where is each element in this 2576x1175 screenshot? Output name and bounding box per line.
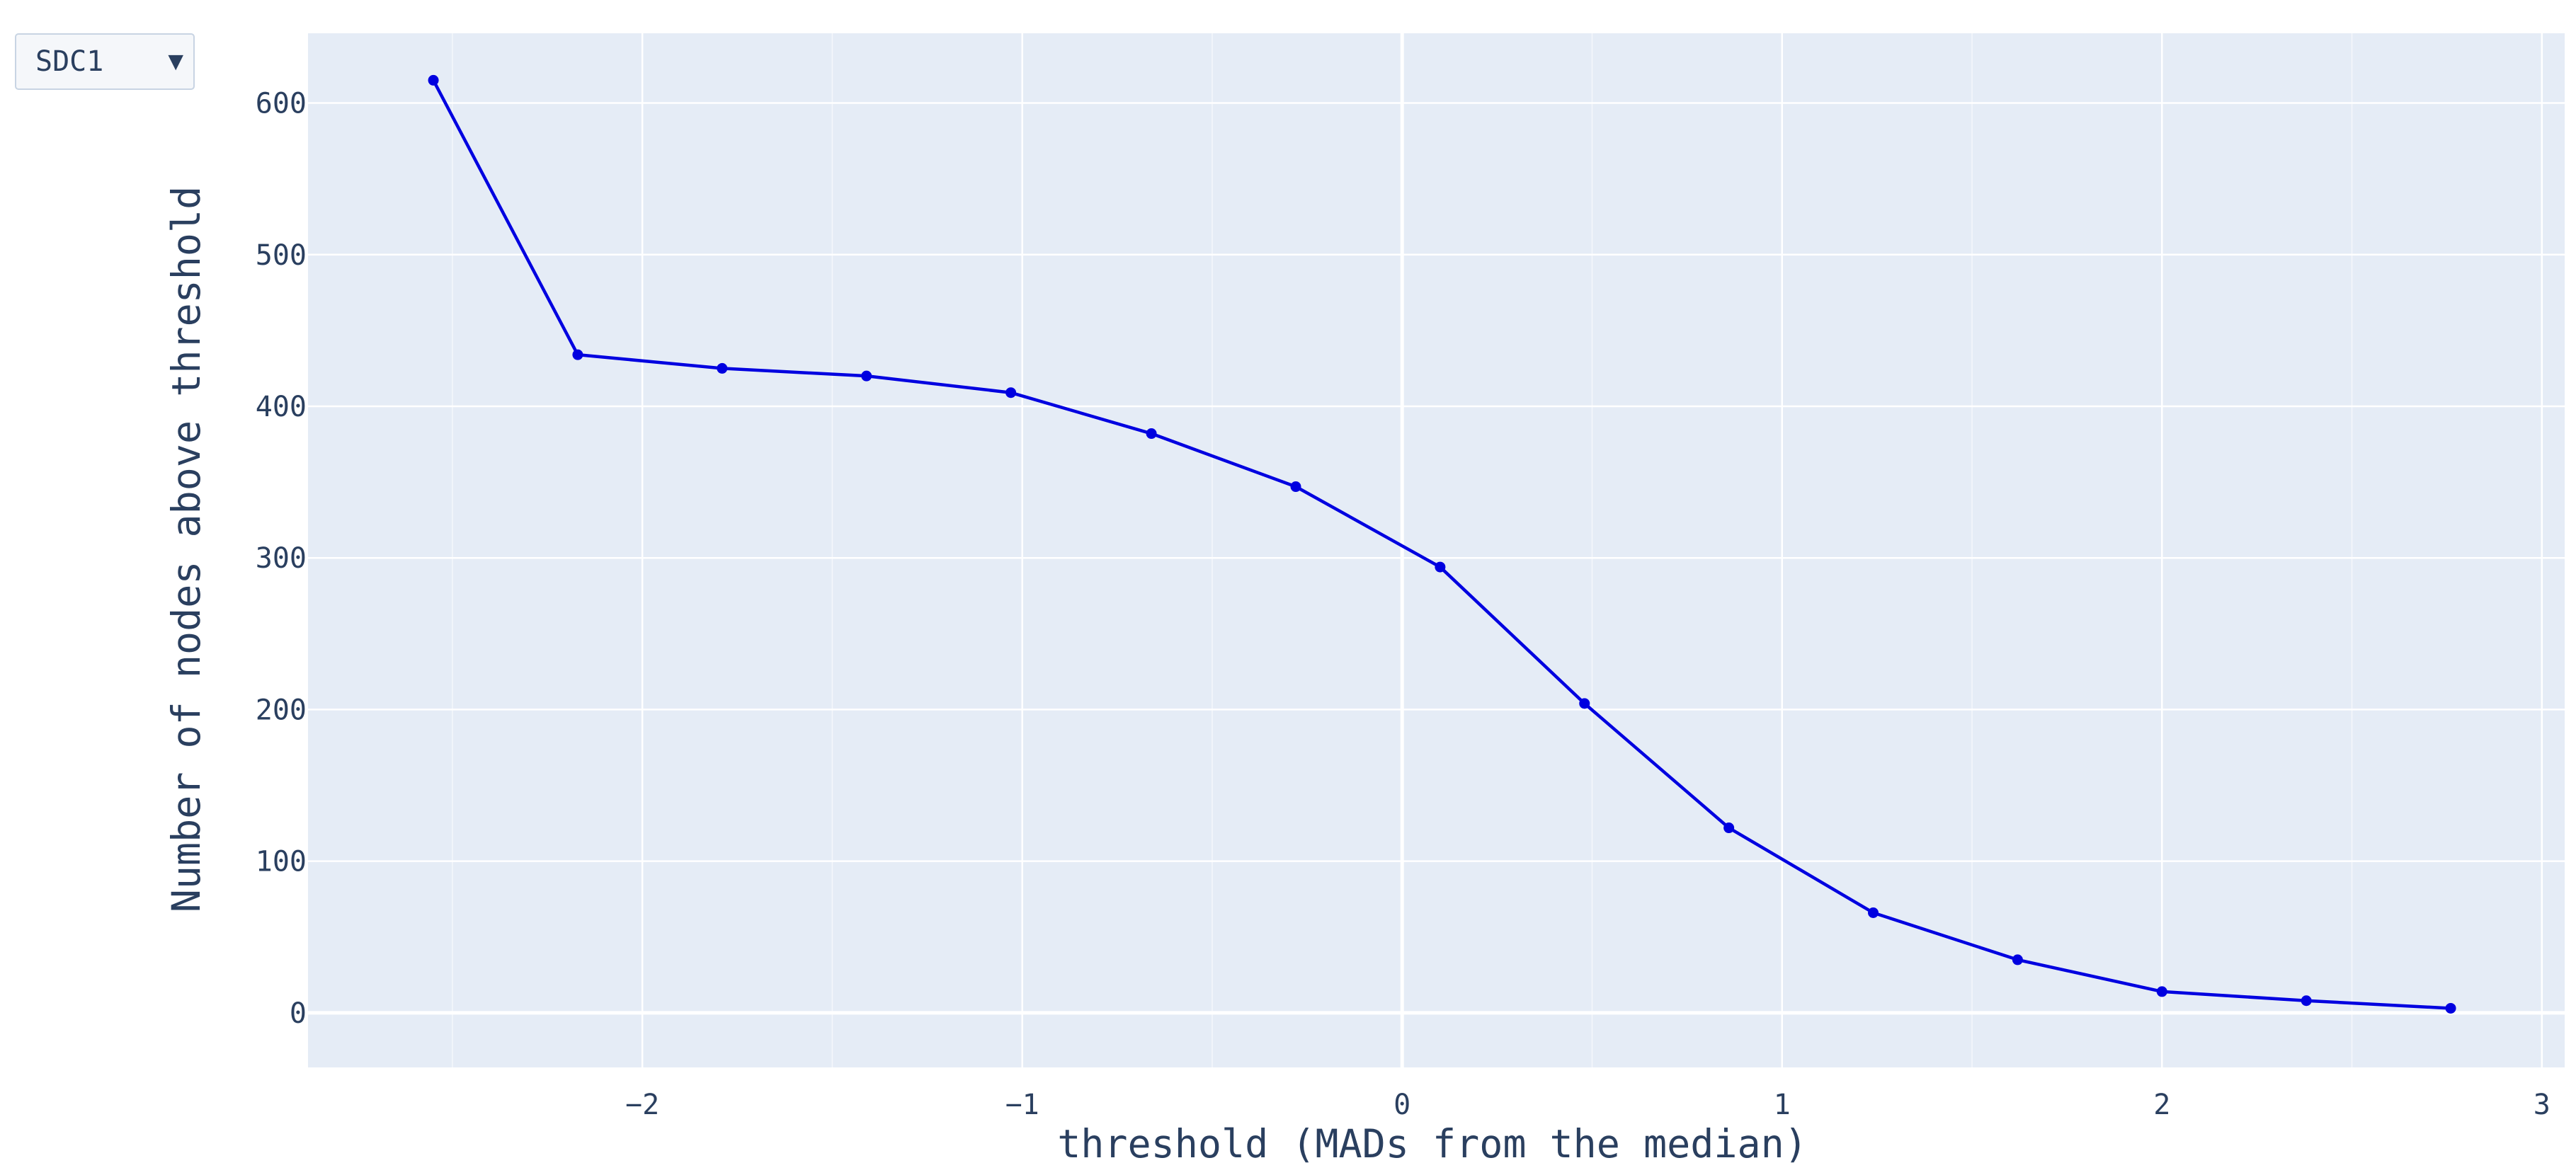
data-point[interactable]: [1723, 822, 1735, 834]
data-point[interactable]: [2156, 986, 2167, 997]
data-point[interactable]: [1005, 387, 1017, 399]
data-point[interactable]: [1579, 698, 1590, 709]
series-layer: [428, 74, 2456, 1014]
x-tick-label: 0: [1394, 1089, 1410, 1121]
y-tick-label: 200: [256, 694, 307, 726]
x-tick-label: −2: [625, 1089, 659, 1121]
data-point[interactable]: [2301, 995, 2312, 1007]
data-point[interactable]: [1146, 428, 1157, 440]
data-point[interactable]: [428, 74, 439, 86]
x-gridlines: [452, 33, 2543, 1067]
data-point[interactable]: [2445, 1002, 2456, 1014]
y-tick-label: 300: [256, 542, 307, 575]
y-axis-title: Number of nodes above threshold: [164, 186, 209, 913]
y-tick-label: 0: [290, 997, 307, 1030]
data-point[interactable]: [572, 349, 583, 360]
x-tick-label: −1: [1005, 1089, 1039, 1121]
y-tick-label: 500: [256, 239, 307, 272]
data-point[interactable]: [1868, 907, 1879, 918]
x-tick-label: 1: [1774, 1089, 1791, 1121]
data-point[interactable]: [2012, 954, 2023, 965]
y-gridlines: [308, 102, 2565, 1015]
series-selector-dropdown[interactable]: SDC1 ▼: [15, 33, 195, 90]
y-tick-label: 400: [256, 391, 307, 423]
x-tick-label: 3: [2534, 1089, 2551, 1121]
x-tick-label: 2: [2153, 1089, 2170, 1121]
chevron-down-icon: ▼: [168, 47, 183, 76]
y-tick-label: 100: [256, 846, 307, 878]
x-axis-title: threshold (MADs from the median): [1057, 1121, 1808, 1167]
y-tick-label: 600: [256, 88, 307, 120]
data-point[interactable]: [861, 370, 872, 382]
data-point[interactable]: [1435, 561, 1446, 573]
dropdown-selected-label: SDC1: [35, 45, 104, 78]
y-tick-labels: 0 100 200 300 400 500 600: [256, 88, 307, 1030]
data-point[interactable]: [717, 362, 728, 374]
data-point[interactable]: [1290, 481, 1301, 493]
plot-area: [308, 33, 2565, 1067]
x-tick-labels: −2 −1 0 1 2 3: [625, 1089, 2551, 1121]
